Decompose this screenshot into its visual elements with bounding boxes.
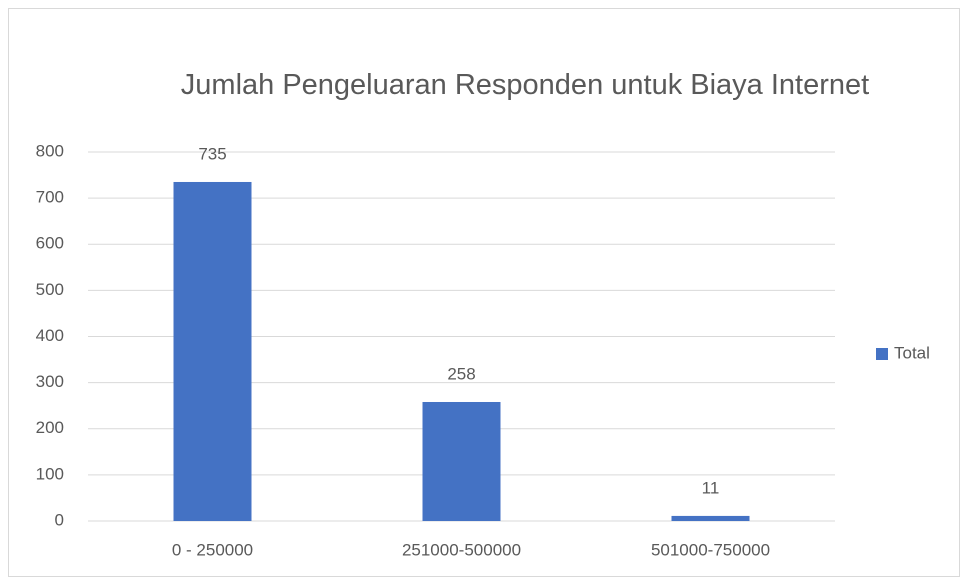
bar — [671, 515, 750, 521]
y-tick-label: 100 — [36, 464, 64, 483]
bar — [422, 401, 501, 521]
y-tick-label: 0 — [55, 510, 64, 529]
data-label: 11 — [702, 478, 720, 497]
legend-swatch — [876, 348, 888, 360]
x-tick-label: 251000-500000 — [402, 540, 521, 559]
x-tick-label: 0 - 250000 — [172, 540, 253, 559]
bar — [173, 181, 252, 521]
legend-label: Total — [894, 343, 930, 362]
x-tick-label: 501000-750000 — [651, 540, 770, 559]
chart-title: Jumlah Pengeluaran Responden untuk Biaya… — [180, 69, 870, 101]
data-label: 735 — [198, 144, 226, 163]
y-tick-label: 400 — [36, 326, 64, 345]
y-tick-label: 800 — [36, 141, 64, 160]
y-tick-label: 500 — [36, 280, 64, 299]
y-tick-label: 700 — [36, 188, 64, 207]
y-tick-label: 300 — [36, 372, 64, 391]
data-label: 258 — [447, 364, 475, 383]
y-tick-label: 200 — [36, 418, 64, 437]
y-tick-label: 600 — [36, 234, 64, 253]
